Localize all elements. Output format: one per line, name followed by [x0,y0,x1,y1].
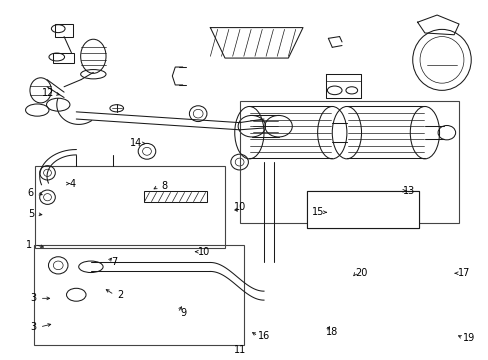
Text: 5: 5 [28,209,34,219]
Bar [239,101,458,223]
Text: 1: 1 [26,239,32,249]
Text: 15: 15 [311,207,323,217]
Text: 17: 17 [457,268,469,278]
Text: 9: 9 [180,308,186,318]
Text: 11: 11 [233,345,245,355]
Text: 14: 14 [130,139,142,148]
Text: 18: 18 [325,327,338,337]
Bar [143,191,206,202]
Text: 16: 16 [257,331,269,341]
Bar [55,24,73,37]
Text: 6: 6 [28,188,34,198]
Text: 2: 2 [117,290,123,300]
Text: 13: 13 [403,186,415,196]
Polygon shape [210,28,303,58]
Bar [35,166,224,248]
Text: 20: 20 [355,268,367,278]
Bar [34,244,243,345]
Text: 10: 10 [198,247,210,257]
Text: 19: 19 [462,333,474,343]
Text: 10: 10 [233,202,245,212]
Text: 3: 3 [31,322,37,332]
Bar [306,191,418,228]
Bar [306,191,418,228]
Text: 4: 4 [70,179,76,189]
Text: 3: 3 [31,293,37,303]
Text: 7: 7 [110,257,117,267]
Text: 8: 8 [161,181,167,192]
Bar [53,53,74,63]
Text: 12: 12 [42,88,55,98]
